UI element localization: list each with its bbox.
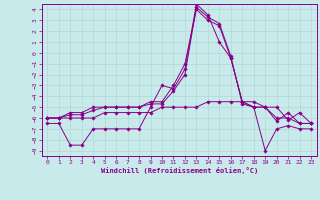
X-axis label: Windchill (Refroidissement éolien,°C): Windchill (Refroidissement éolien,°C) [100,167,258,174]
